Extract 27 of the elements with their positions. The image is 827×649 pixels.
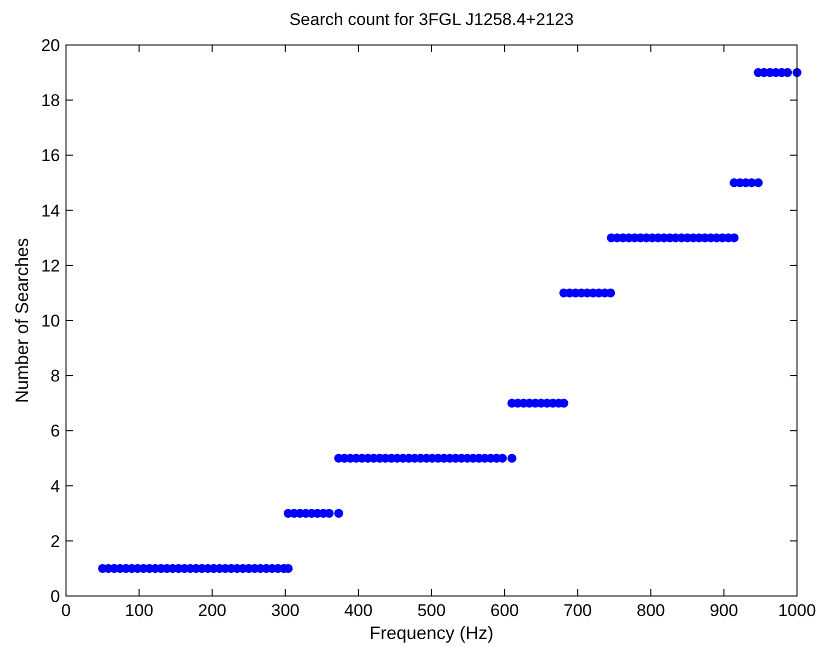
y-axis-title: Number of Searches (12, 238, 32, 404)
y-tick-label: 8 (50, 366, 60, 386)
point (507, 454, 516, 463)
y-tick-label: 2 (50, 532, 60, 551)
y-tick-label: 18 (41, 91, 60, 110)
y-tick-label: 10 (41, 312, 60, 330)
y-tick-label: 12 (41, 256, 60, 276)
y-tick-label: 20 (41, 36, 60, 55)
y-tick-label: 6 (50, 422, 60, 441)
x-tick-label: 400 (344, 601, 373, 620)
x-tick-label: 800 (636, 601, 665, 620)
x-tick-label: 100 (124, 601, 154, 620)
y-tick-label: 0 (50, 587, 60, 606)
x-tick-label: 900 (710, 601, 738, 620)
y-tick-label: 4 (50, 476, 60, 496)
x-tick-label: 300 (271, 601, 300, 620)
x-tick-label: 600 (490, 601, 519, 620)
x-tick-label: 500 (417, 601, 446, 620)
chart-title: Search count for 3FGL J1258.4+2123 (289, 10, 574, 29)
y-tick-label: 16 (41, 146, 60, 166)
x-axis-title: Frequency (Hz) (369, 623, 494, 643)
x-tick-label: 200 (198, 601, 226, 620)
y-tick-label: 14 (41, 201, 60, 220)
x-tick-label: 1000 (778, 601, 816, 620)
point (334, 508, 344, 518)
x-tick-label: 700 (564, 601, 592, 620)
point (754, 178, 763, 188)
